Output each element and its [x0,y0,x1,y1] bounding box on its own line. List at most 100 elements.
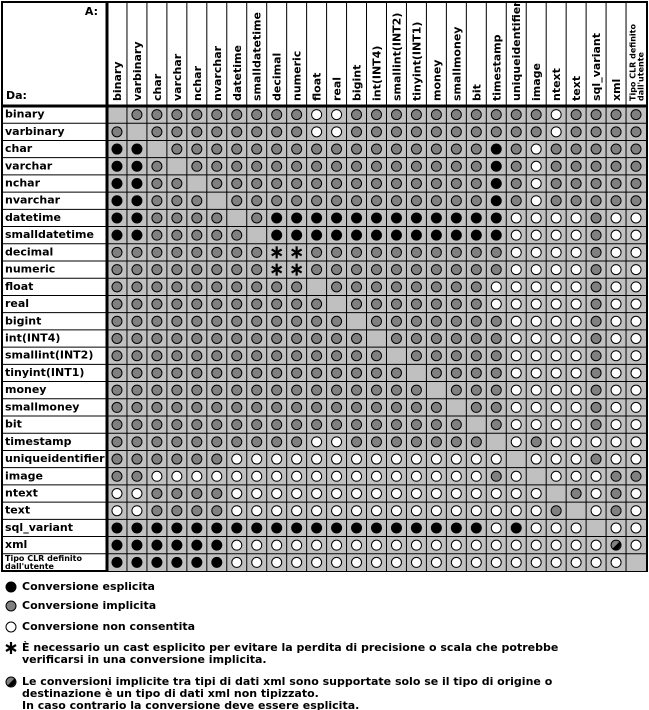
implicit-symbol [390,436,402,448]
implicit-symbol [331,178,343,189]
not-allowed-symbol [630,264,642,276]
not-allowed-symbol [530,333,542,344]
not-allowed-symbol [530,298,542,310]
not-allowed-symbol [450,539,462,551]
implicit-symbol [151,419,163,431]
not-allowed-symbol [630,436,642,448]
explicit-symbol [291,212,303,224]
not-allowed-symbol [610,281,622,293]
implicit-symbol [371,298,382,310]
not-allowed-symbol [630,298,642,310]
not-allowed-symbol [311,453,323,465]
not-allowed-symbol [550,229,562,241]
implicit-symbol [231,264,243,276]
from-label: Da: [6,89,27,102]
implicit-symbol [410,195,422,207]
implicit-symbol [371,367,382,379]
column-label: real [331,77,344,101]
implicit-symbol [390,384,402,396]
implicit-symbol [231,436,243,448]
not-allowed-symbol [311,470,323,482]
explicit-symbol [151,522,163,534]
implicit-symbol [610,109,622,121]
cell-area [107,106,646,571]
implicit-symbol [271,126,283,138]
not-allowed-symbol [590,470,602,482]
column-label: text [570,76,583,101]
not-allowed-symbol [550,246,562,258]
implicit-symbol [171,264,183,276]
not-allowed-symbol [630,401,642,413]
not-allowed-symbol [490,488,502,499]
implicit-symbol [331,315,343,327]
implicit-symbol [590,350,602,362]
explicit-symbol [490,178,502,189]
not-allowed-symbol [630,488,642,499]
implicit-symbol [590,281,602,293]
implicit-symbol [490,109,502,121]
xml-symbol [5,676,17,688]
not-allowed-symbol [550,384,562,396]
not-allowed-symbol [590,539,602,551]
implicit-symbol [231,143,243,155]
implicit-symbol [211,212,223,224]
implicit-symbol [171,401,183,413]
implicit-symbol [590,264,602,276]
column-label: Tipo CLR definito [629,24,638,101]
implicit-symbol [590,109,602,121]
implicit-symbol [291,384,303,396]
implicit-symbol [430,315,442,327]
not-allowed-symbol [291,505,303,517]
not-allowed-symbol [610,229,622,241]
not-allowed-symbol [630,419,642,431]
implicit-symbol [111,264,123,276]
not-allowed-symbol [450,488,462,499]
implicit-symbol [470,195,482,207]
column-label: smallmoney [450,27,463,101]
implicit-symbol [191,453,203,465]
not-allowed-symbol [610,246,622,258]
not-allowed-symbol [351,470,363,482]
implicit-symbol [390,298,402,310]
implicit-symbol [410,401,422,413]
implicit-symbol [171,333,183,344]
explicit-symbol [410,522,422,534]
implicit-symbol [311,195,323,207]
not-allowed-symbol [171,470,183,482]
implicit-symbol [151,350,163,362]
row-label: nchar [5,177,41,190]
explicit-symbol [351,212,363,224]
implicit-symbol [171,505,183,517]
column-label: char [151,73,164,101]
not-allowed-symbol [550,522,562,534]
row-label: tinyint(INT1) [5,366,84,379]
explicit-symbol [111,522,123,534]
implicit-symbol [171,195,183,207]
not-allowed-symbol [570,419,582,431]
column-label: numeric [291,51,304,101]
explicit-symbol [131,195,143,207]
not-allowed-symbol [111,505,123,517]
implicit-symbol [351,195,363,207]
implicit-symbol [331,419,343,431]
not-allowed-symbol [610,315,622,327]
not-allowed-symbol [530,522,542,534]
column-label: bit [470,84,483,101]
implicit-symbol [191,160,203,172]
implicit-symbol [390,419,402,431]
implicit-symbol [171,453,183,465]
not-allowed-symbol [430,556,442,568]
not-allowed-symbol [191,470,203,482]
implicit-symbol [211,419,223,431]
implicit-symbol [131,453,143,465]
implicit-symbol [371,195,382,207]
implicit-symbol [510,195,522,207]
asterisk-symbol [271,246,283,259]
implicit-symbol [390,281,402,293]
row-label: binary [5,108,45,121]
explicit-symbol [351,229,363,241]
implicit-symbol [390,178,402,189]
implicit-symbol [470,178,482,189]
implicit-symbol [351,160,363,172]
implicit-symbol [191,281,203,293]
